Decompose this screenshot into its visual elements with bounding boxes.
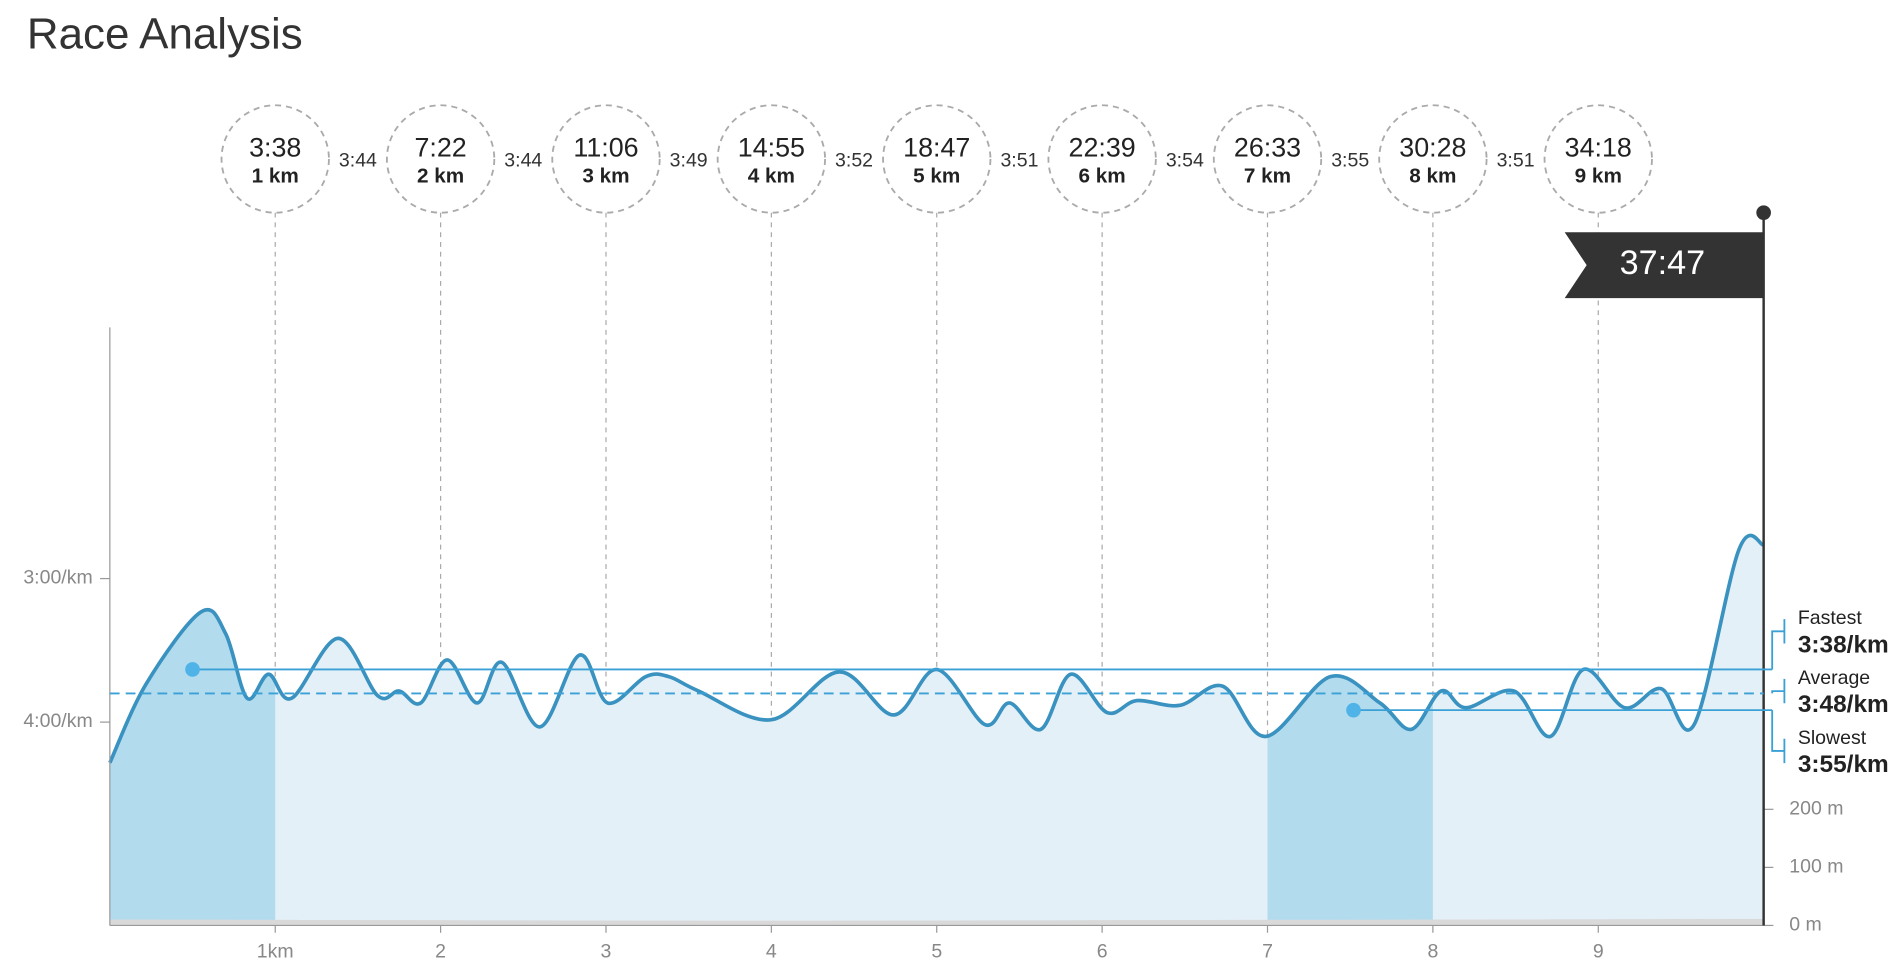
y-tick-label: 3:00/km (23, 567, 92, 589)
annotation-value: 3:38/km (1798, 631, 1889, 658)
x-tick-label: 7 (1262, 940, 1273, 962)
split-distance: 2 km (417, 165, 464, 188)
lap-pace: 3:49 (670, 150, 708, 172)
split-time: 18:47 (903, 132, 970, 162)
split-time: 11:06 (573, 132, 638, 162)
split-time: 30:28 (1399, 132, 1466, 162)
split-circle (1212, 104, 1323, 214)
annotation-dot (185, 662, 200, 677)
split-time: 34:18 (1565, 132, 1632, 162)
split-distance: 1 km (252, 165, 299, 188)
split-time: 22:39 (1069, 132, 1136, 162)
lap-pace: 3:44 (339, 150, 377, 172)
split-distance: 7 km (1244, 165, 1291, 188)
x-tick-label: 9 (1593, 940, 1604, 962)
x-tick-label: 1km (257, 940, 294, 962)
pace-line (108, 533, 1765, 764)
split-distance: 5 km (913, 165, 960, 188)
elevation-area (109, 919, 1764, 926)
x-tick-label: 4 (766, 940, 777, 962)
x-tick-label: 6 (1097, 940, 1108, 962)
split-circle (551, 104, 661, 214)
split-distance: 6 km (1078, 165, 1125, 188)
x-tick-label: 2 (435, 940, 446, 962)
y2-tick-label: 200 m (1789, 797, 1843, 819)
split-circle (716, 104, 826, 214)
split-circle (1378, 104, 1488, 214)
split-time: 26:33 (1234, 132, 1301, 162)
x-tick-label: 3 (601, 940, 612, 962)
lap-pace: 3:44 (504, 150, 542, 172)
annotation-bracket (1771, 619, 1786, 670)
finish-flag (1564, 232, 1764, 299)
lap-pace: 3:51 (1497, 150, 1535, 172)
split-circle (220, 104, 330, 214)
split-distance: 8 km (1409, 165, 1456, 188)
split-circle (882, 104, 992, 214)
split-distance: 4 km (748, 165, 795, 188)
annotation-dot (1346, 702, 1361, 718)
annotation-bracket (1771, 710, 1786, 764)
annotation-label: Average (1798, 667, 1870, 689)
y2-tick-label: 0 m (1789, 914, 1822, 936)
chart-title: Race Analysis (27, 10, 303, 59)
annotation-value: 3:48/km (1798, 691, 1889, 718)
split-time: 3:38 (249, 132, 301, 162)
split-time: 14:55 (738, 132, 805, 162)
split-time: 7:22 (414, 132, 466, 162)
finish-time: 37:47 (1620, 244, 1705, 282)
lap-pace: 3:54 (1166, 150, 1204, 172)
lap-pace: 3:52 (835, 150, 873, 172)
highlight-km (109, 535, 276, 926)
annotation-bracket (1771, 678, 1786, 704)
finish-dot (1756, 205, 1771, 220)
split-circle (1543, 104, 1653, 214)
split-circle (1047, 104, 1157, 214)
y2-tick-label: 100 m (1789, 856, 1843, 878)
split-distance: 3 km (582, 165, 629, 188)
lap-pace: 3:55 (1331, 150, 1369, 172)
annotation-label: Slowest (1798, 727, 1867, 749)
x-tick-label: 5 (931, 940, 942, 962)
y-tick-label: 4:00/km (23, 710, 92, 732)
split-distance: 9 km (1575, 165, 1622, 188)
lap-pace: 3:51 (1000, 150, 1038, 172)
split-circle (385, 104, 496, 214)
x-tick-label: 8 (1427, 940, 1438, 962)
highlight-km (1267, 535, 1433, 926)
annotation-label: Fastest (1798, 607, 1863, 629)
annotation-value: 3:55/km (1798, 751, 1889, 778)
